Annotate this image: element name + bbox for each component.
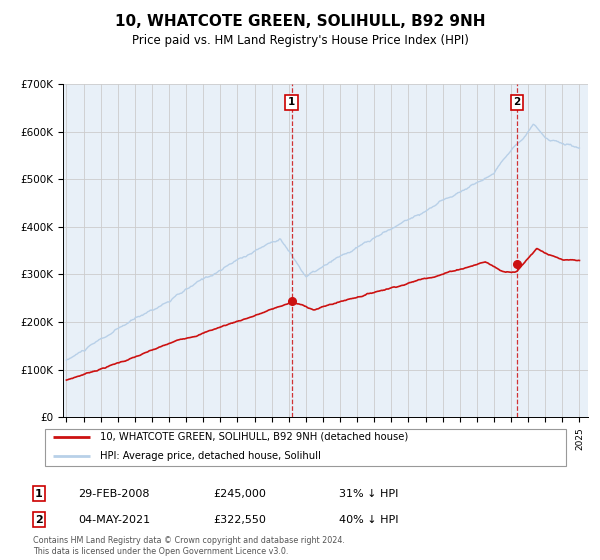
FancyBboxPatch shape — [44, 428, 566, 465]
Text: Contains HM Land Registry data © Crown copyright and database right 2024.
This d: Contains HM Land Registry data © Crown c… — [33, 536, 345, 556]
Text: 2: 2 — [513, 97, 520, 108]
Text: 2: 2 — [35, 515, 43, 525]
Text: Price paid vs. HM Land Registry's House Price Index (HPI): Price paid vs. HM Land Registry's House … — [131, 34, 469, 46]
Text: 1: 1 — [288, 97, 295, 108]
Text: 31% ↓ HPI: 31% ↓ HPI — [339, 489, 398, 499]
Text: £245,000: £245,000 — [213, 489, 266, 499]
Text: 40% ↓ HPI: 40% ↓ HPI — [339, 515, 398, 525]
Text: £322,550: £322,550 — [213, 515, 266, 525]
Text: 10, WHATCOTE GREEN, SOLIHULL, B92 9NH (detached house): 10, WHATCOTE GREEN, SOLIHULL, B92 9NH (d… — [100, 432, 409, 442]
Text: 1: 1 — [35, 489, 43, 499]
Text: 04-MAY-2021: 04-MAY-2021 — [78, 515, 150, 525]
Text: HPI: Average price, detached house, Solihull: HPI: Average price, detached house, Soli… — [100, 451, 321, 461]
Text: 10, WHATCOTE GREEN, SOLIHULL, B92 9NH: 10, WHATCOTE GREEN, SOLIHULL, B92 9NH — [115, 14, 485, 29]
Text: 29-FEB-2008: 29-FEB-2008 — [78, 489, 149, 499]
